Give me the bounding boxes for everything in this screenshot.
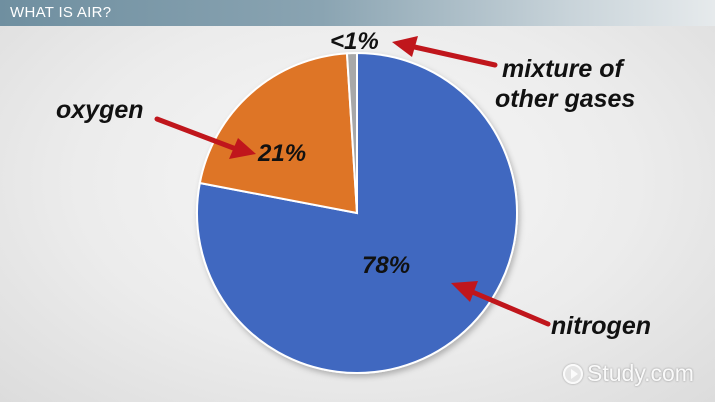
callout-nitrogen: nitrogen [551,312,651,340]
callout-other-line2: other gases [495,85,635,113]
arrow-other [392,36,498,68]
watermark-text: Study.com [587,360,694,386]
arrow-nitrogen [451,281,551,327]
play-circle-icon [563,363,583,384]
study-com-watermark: Study.com [563,360,694,387]
pie-slice-other-gases [345,51,358,214]
arrow-oxygen [154,116,256,159]
slice-label-other: <1% [330,28,379,55]
page-title: WHAT IS AIR? [10,4,112,21]
slice-label-oxygen: 21% [257,140,306,167]
pie-slice-oxygen [198,52,359,215]
callout-other-line1: mixture of [502,55,626,83]
slice-label-nitrogen: 78% [362,252,410,279]
callout-oxygen: oxygen [56,96,144,124]
title-bar: WHAT IS AIR? [0,0,715,26]
